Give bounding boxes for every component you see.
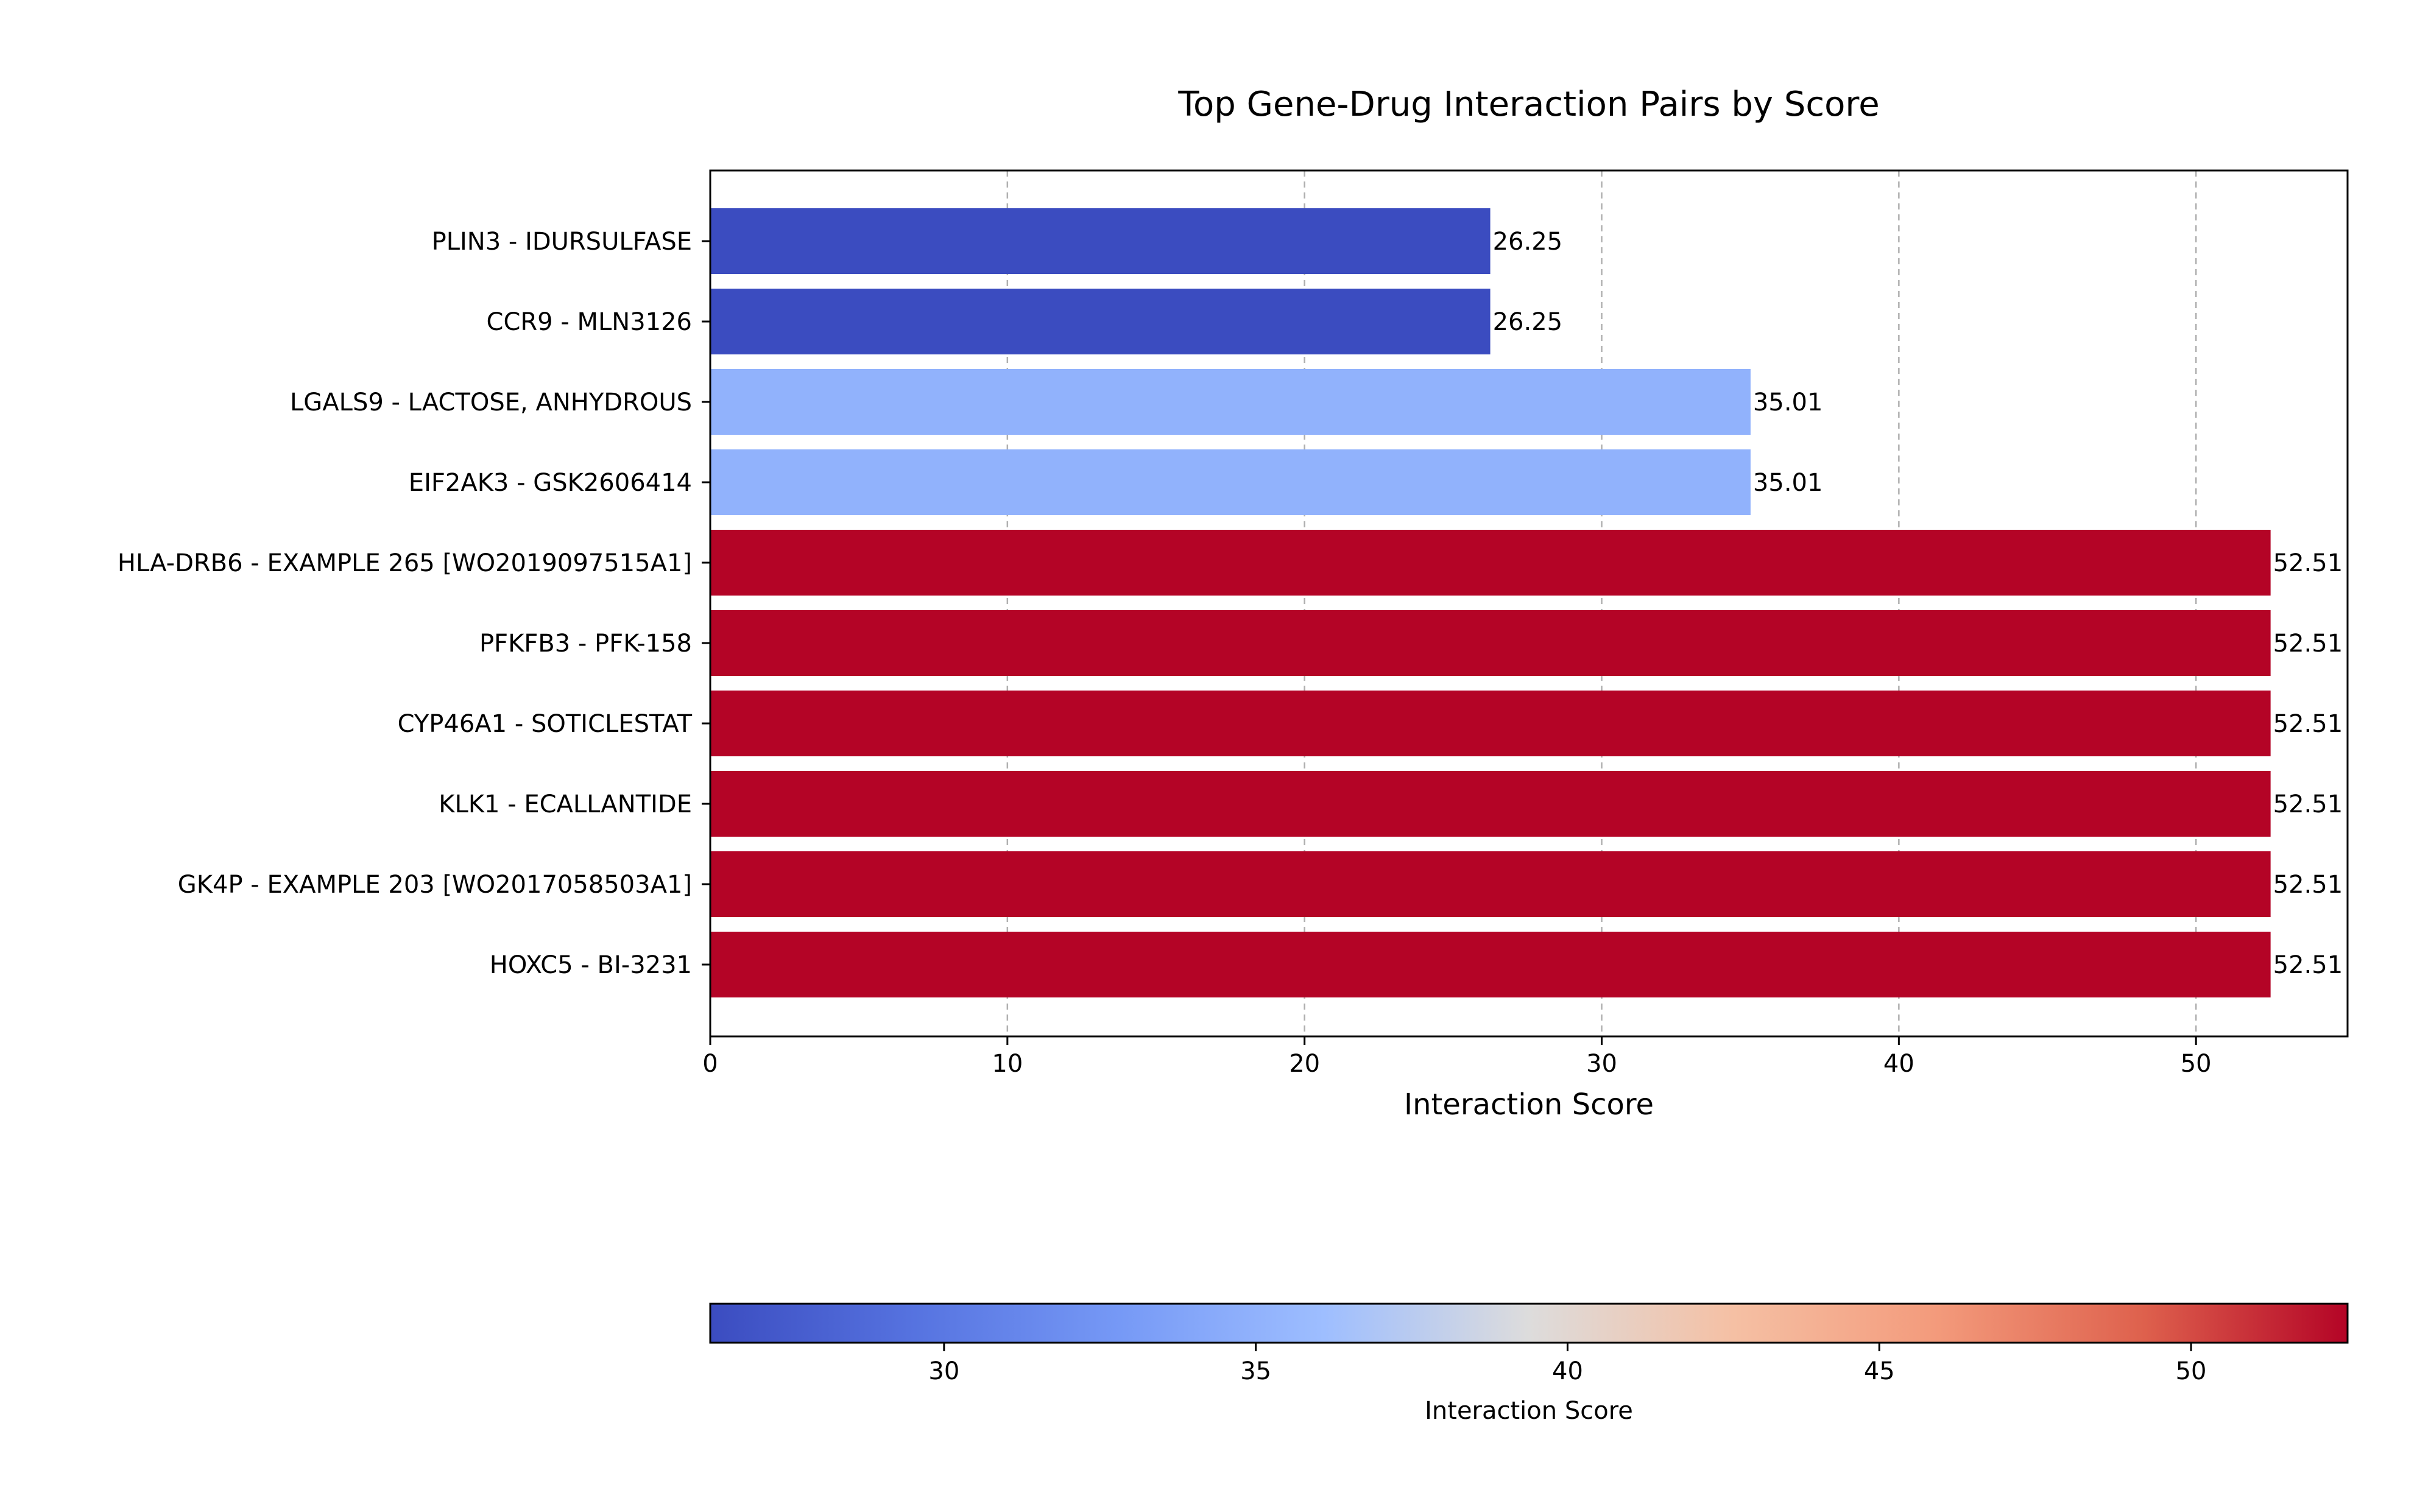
value-label: 52.51 [2273,790,2343,818]
category-label: EIF2AK3 - GSK2606414 [409,469,692,497]
bar [710,208,1491,274]
x-tick-label: 30 [1586,1050,1617,1078]
value-label: 52.51 [2273,710,2343,738]
value-label: 35.01 [1753,389,1823,417]
x-tick-label: 0 [702,1050,718,1078]
colorbar-tick-label: 30 [928,1357,959,1385]
category-label: KLK1 - ECALLANTIDE [439,790,692,818]
value-label: 35.01 [1753,469,1823,497]
value-label: 26.25 [1493,228,1563,256]
category-labels: PLIN3 - IDURSULFASE CCR9 - MLN3126 LGALS9 … [118,228,710,979]
bar [710,610,2271,676]
x-tick-label: 50 [2181,1050,2212,1078]
x-tick-label: 10 [992,1050,1023,1078]
value-label: 26.25 [1493,308,1563,336]
bar [710,369,1751,435]
value-label: 52.51 [2273,630,2343,658]
category-label: CYP46A1 - SOTICLESTAT [398,710,693,738]
colorbar-ticks: 30 35 40 45 50 [928,1343,2207,1385]
colorbar-tick-label: 50 [2176,1357,2207,1385]
bars [710,208,2271,997]
bar [710,932,2271,997]
bar [710,449,1751,515]
colorbar [709,1303,2349,1344]
bar [710,691,2271,756]
value-label: 52.51 [2273,951,2343,979]
x-tick-label: 20 [1289,1050,1320,1078]
colorbar-tick-label: 45 [1864,1357,1895,1385]
value-label: 52.51 [2273,549,2343,577]
bar [710,771,2271,837]
x-axis-ticks: 0 10 20 30 40 50 [702,1036,2212,1078]
category-label: GK4P - EXAMPLE 203 [WO2017058503A1] [178,871,692,899]
category-label: HLA-DRB6 - EXAMPLE 265 [WO2019097515A1] [118,549,692,577]
category-label: HOXC5 - BI-3231 [490,951,692,979]
x-tick-label: 40 [1883,1050,1914,1078]
x-axis-label: Interaction Score [1404,1088,1654,1122]
colorbar-label: Interaction Score [1425,1397,1633,1425]
bar [710,851,2271,917]
category-label: CCR9 - MLN3126 [487,308,692,336]
value-labels: 26.25 26.25 35.01 35.01 52.51 52.51 52.51 52.51… [1493,228,2343,979]
chart-title: Top Gene-Drug Interaction Pairs by Score [1177,85,1879,124]
colorbar-tick-label: 35 [1240,1357,1271,1385]
category-label: LGALS9 - LACTOSE, ANHYDROUS [290,389,692,417]
colorbar-tick-label: 40 [1552,1357,1583,1385]
category-label: PFKFB3 - PFK-158 [479,630,692,658]
plot-frame [709,169,2349,1038]
bar [710,530,2271,596]
bar [710,289,1491,354]
category-label: PLIN3 - IDURSULFASE [432,228,692,256]
value-label: 52.51 [2273,871,2343,899]
